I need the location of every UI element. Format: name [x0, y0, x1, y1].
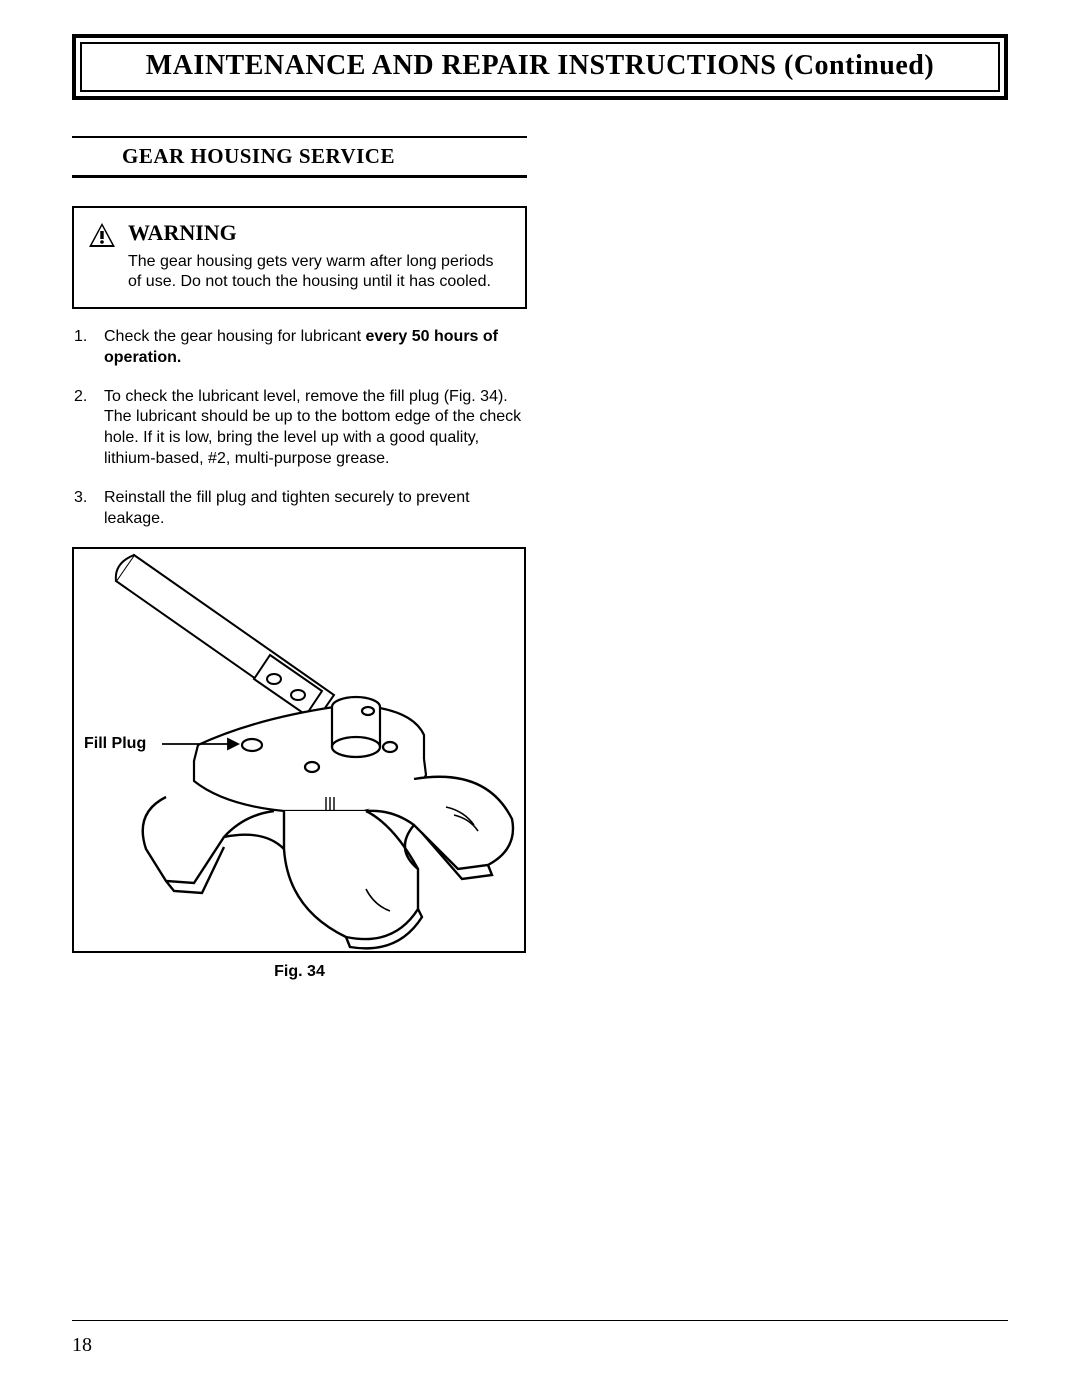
- warning-title: WARNING: [128, 220, 509, 246]
- figure-callout-label: Fill Plug: [84, 735, 146, 753]
- warning-box: WARNING The gear housing gets very warm …: [72, 206, 527, 309]
- step-number: 3.: [74, 488, 94, 530]
- page-number: 18: [72, 1334, 92, 1357]
- content-columns: GEAR HOUSING SERVICE WARNING The gear ho…: [72, 136, 1008, 981]
- page-title: MAINTENANCE AND REPAIR INSTRUCTIONS (Con…: [146, 50, 934, 81]
- figure-box: Fill Plug: [72, 547, 526, 953]
- section-heading: GEAR HOUSING SERVICE: [72, 136, 527, 178]
- footer-rule: [72, 1320, 1008, 1321]
- step-item: 3. Reinstall the fill plug and tighten s…: [72, 488, 527, 530]
- warning-content: WARNING The gear housing gets very warm …: [128, 220, 509, 293]
- page-title-box-inner: MAINTENANCE AND REPAIR INSTRUCTIONS (Con…: [80, 42, 1000, 92]
- left-column: GEAR HOUSING SERVICE WARNING The gear ho…: [72, 136, 527, 981]
- step-item: 2. To check the lubricant level, remove …: [72, 387, 527, 470]
- section-heading-text: GEAR HOUSING SERVICE: [122, 144, 395, 168]
- warning-icon: [88, 220, 116, 293]
- page-title-box: MAINTENANCE AND REPAIR INSTRUCTIONS (Con…: [72, 34, 1008, 100]
- warning-body: The gear housing gets very warm after lo…: [128, 252, 509, 293]
- step-number: 1.: [74, 327, 94, 369]
- step-text: Reinstall the fill plug and tighten secu…: [104, 488, 527, 530]
- figure-caption: Fig. 34: [72, 963, 527, 981]
- manual-page: MAINTENANCE AND REPAIR INSTRUCTIONS (Con…: [0, 0, 1080, 1397]
- step-text: To check the lubricant level, remove the…: [104, 387, 527, 470]
- step-number: 2.: [74, 387, 94, 470]
- steps-list: 1. Check the gear housing for lubricant …: [72, 327, 527, 529]
- step-text: Check the gear housing for lubricant eve…: [104, 327, 527, 369]
- step-item: 1. Check the gear housing for lubricant …: [72, 327, 527, 369]
